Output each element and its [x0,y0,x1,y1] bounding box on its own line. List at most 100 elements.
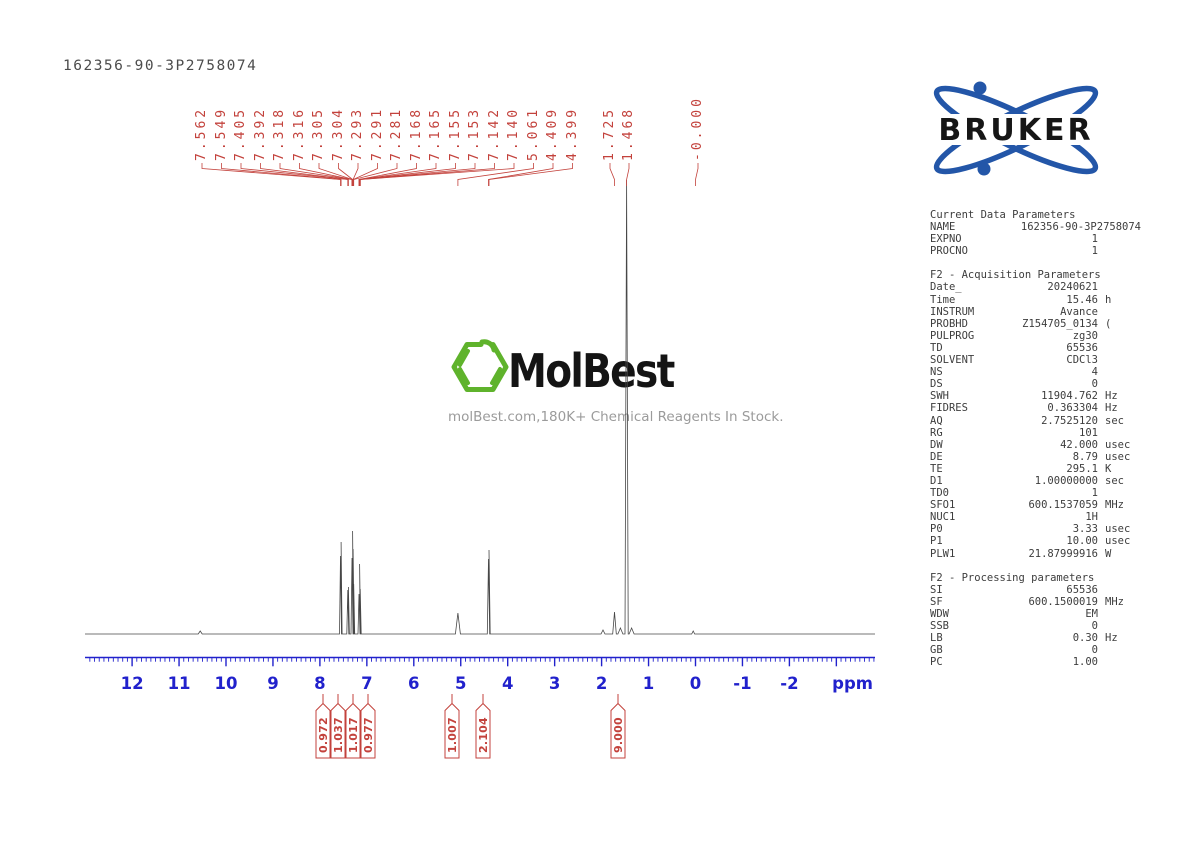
param-value: 1.00 [1072,656,1098,669]
param-row-DW: DW 42.000 usec [930,439,1186,451]
param-value: 0 [1091,378,1098,391]
param-unit [1098,342,1186,354]
param-name: TD [930,341,943,354]
param-unit: Hz [1105,402,1118,415]
param-unit: MHz [1105,499,1124,512]
param-row-INSTRUM: INSTRUM Avance [930,306,1186,318]
param-value: 1H [1085,511,1098,524]
peak-leader-line [359,163,515,186]
param-row-P0: P0 3.33 usec [930,523,1186,535]
param-name: PROCNO [930,245,968,258]
param-row-FIDRES: FIDRES 0.363304 Hz [930,402,1186,414]
param-value: Z154705_0134 [1022,317,1098,330]
integral-value-label: 2.104 [476,717,490,753]
peak-shift-label: 1.468 [621,106,636,161]
peak-leader-line [609,163,615,186]
param-value: 20240621 [1047,281,1098,294]
peak-leader-line [358,163,437,186]
param-row-PROCNO: PROCNO 1 [930,245,1186,257]
param-unit [1098,487,1186,499]
param-row-SOLVENT: SOLVENT CDCl3 [930,354,1186,366]
param-name: PC [930,656,943,669]
param-name: SSB [930,620,949,632]
peak-shift-label: 7.153 [467,106,482,161]
parameters-panel: Current Data Parameters NAME 162356-90-3P2… [930,209,1186,668]
param-value: 4 [1091,366,1098,379]
param-row-P1: P1 10.00 usec [930,535,1186,547]
spectrum-trace [85,179,875,635]
param-value: 1 [1091,233,1098,246]
param-name: RG [930,426,943,439]
param-name: D1 [930,474,943,487]
param-row-D1: D1 1.00000000 sec [930,475,1186,487]
integral-value-label: 1.017 [346,717,360,753]
peak-shift-label: 4.409 [545,106,560,161]
peak-leader-line [488,163,573,186]
axis-tick-label: 8 [314,674,325,693]
integral-value-label: 0.972 [316,717,330,753]
param-unit [1098,221,1186,233]
param-value: Avance [1060,305,1098,318]
param-unit [1098,378,1186,390]
bruker-wordmark: BRUKER [938,113,1093,148]
param-value: 0 [1091,620,1098,632]
sample-id: 162356-90-3P2758074 [63,58,258,74]
param-row-NAME: NAME 162356-90-3P2758074 [930,221,1186,233]
peak-shift-label: 7.291 [369,106,385,161]
param-section-header: F2 - Acquisition Parameters [930,269,1101,282]
axis-tick-label: 2 [596,674,607,693]
param-row-RG: RG 101 [930,427,1186,439]
param-unit [1098,620,1186,632]
peak-leader-line [457,163,534,186]
param-unit [1098,245,1186,257]
molbest-tagline: molBest.com,180K+ Chemical Reagents In S… [448,409,784,425]
integral-bracket [610,694,626,759]
axis-tick-label: 3 [549,674,560,693]
peak-leader-line [695,163,699,186]
param-name: FIDRES [930,402,968,415]
param-row-AQ: AQ 2.7525120 sec [930,415,1186,427]
param-unit [1098,656,1186,668]
param-name: SOLVENT [930,354,975,367]
integral-bracket [315,694,331,759]
peak-shift-label: 7.549 [213,106,229,161]
param-name: PLW1 [930,547,956,560]
param-name: Time [930,293,956,306]
param-unit: K [1105,462,1112,475]
peak-shift-label: 5.061 [525,106,541,161]
param-value: 1 [1091,487,1098,500]
integral-bracket [444,694,460,759]
param-name: AQ [930,414,943,427]
param-unit [1098,608,1186,620]
param-name: PULPROG [930,329,975,342]
param-name: EXPNO [930,233,962,246]
param-name: TE [930,462,943,475]
param-value: 21.87999916 [1028,547,1098,560]
peak-shift-label: 7.293 [350,106,365,161]
param-name: Date_ [930,281,962,294]
param-row-NS: NS 4 [930,366,1186,378]
peak-shift-label: 7.318 [272,106,287,161]
param-name: TD0 [930,487,949,500]
param-value: 15.46 [1066,293,1098,306]
bruker-orbits-icon: BRUKER [926,81,1106,176]
param-value: 11904.762 [1041,390,1098,403]
param-unit: Hz [1105,632,1118,645]
peak-leader-line [488,163,554,186]
param-section-gap [930,560,1186,572]
axis-tick-label: 0 [690,674,701,693]
param-row-SI: SI 65536 [930,584,1186,596]
param-name: LB [930,632,943,645]
param-unit [1098,354,1186,366]
param-unit: usec [1105,450,1131,463]
param-unit: usec [1105,438,1131,451]
peak-leader-line [353,163,398,186]
peak-shift-label: 7.304 [330,106,346,161]
param-name: PROBHD [930,317,968,330]
axis-tick-label: 6 [408,674,419,693]
param-unit [1098,306,1186,318]
integral-bracket [360,694,376,759]
peak-shift-label: 7.305 [311,106,326,161]
param-row-Date_: Date_ 20240621 [930,281,1186,293]
param-name: DW [930,438,943,451]
